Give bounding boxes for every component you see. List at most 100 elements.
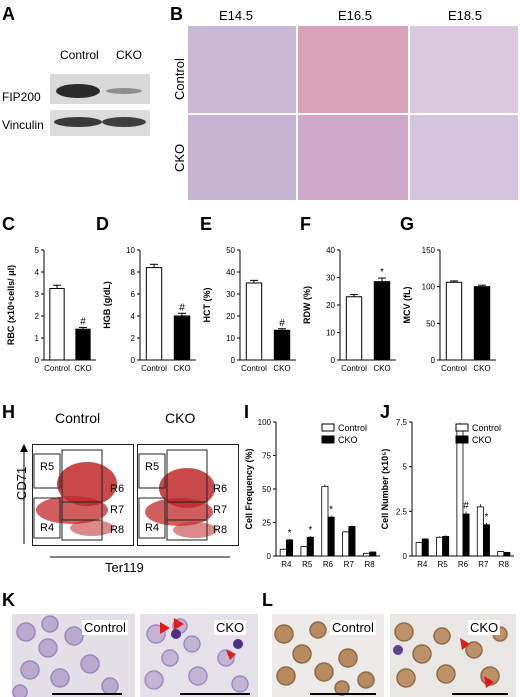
hct-bar-chart: 0 10 20 30 40 50 HCT (%) Control CKO # [202,246,296,373]
y-tick-label: 0 [431,356,436,365]
panel-label-c: C [2,214,15,234]
y-tick-label: 50 [226,246,235,255]
mcv-bar-chart: 0 50 100 150 MCV (fL) Control CKO [402,246,496,373]
significance-mark: # [80,316,86,327]
significance-mark: * [308,525,312,536]
y-tick-label: 7.5 [396,418,408,427]
y-axis-label: RBC (x10⁶cells/ μl) [6,265,16,345]
x-tick-label: Control [141,364,167,373]
panel-label-f: F [300,214,311,234]
flow-plot-cko [137,444,239,546]
blot-col-control: Control [60,48,99,62]
flow-plot-control [32,444,134,546]
flow-title-cko: CKO [165,410,196,426]
western-blot-image [50,74,150,136]
x-tick-label: Control [341,364,367,373]
y-tick-label: 5 [403,463,408,472]
y-tick-label: 10 [226,334,235,343]
legend-label-control: Control [472,423,501,433]
y-tick-label: 0 [131,356,136,365]
legend-swatch-control [321,423,335,432]
flow-xlabel: Ter119 [105,560,144,575]
blot-row-vinculin: Vinculin [2,118,44,132]
bar-control-r8 [362,552,371,557]
x-tick-label: Control [441,364,467,373]
cell-number-chart: 0 2.5 5 7.5 Cell Number (x10⁵) R4 R5 R6 # R7 * R8 Co… [380,418,514,569]
bar-control-r4 [279,548,287,557]
gate-r8-cko: R8 [213,524,228,536]
panel-label-j: J [380,402,391,422]
legend-label-cko: CKO [472,435,492,445]
panel-label-l: L [262,590,273,610]
y-tick-label: 0 [231,356,236,365]
panel-label-a: A [2,4,15,24]
y-tick-label: 0 [267,552,272,561]
y-tick-label: 20 [226,312,235,321]
x-tick-label: R7 [478,560,489,569]
y-tick-label: 40 [326,246,335,255]
bar-cko-r7 [348,526,356,557]
smear-k-control-label: Control [82,620,128,635]
bar-cko-r7 [483,524,490,557]
significance-mark: # [463,500,469,511]
panel-label-d: D [96,214,109,234]
rbc-bar-chart: 0 1 2 3 4 5 RBC (x10⁶cells/ μl) Control CKO # [6,246,96,373]
bar-cko-r4 [421,538,429,557]
blot-row-fip200: FIP200 [2,90,41,104]
legend-label-cko: CKO [338,435,358,445]
histology-control-e16 [298,26,408,113]
y-axis-label: MCV (fL) [402,287,412,324]
bar-cko-r5 [442,535,450,557]
panel-label-g: G [400,214,415,234]
y-tick-label: 3 [35,290,40,299]
panel-label-i: I [244,402,250,422]
blot-col-cko: CKO [116,48,143,62]
bar-cko-r8 [369,551,377,557]
y-tick-label: 50 [262,485,271,494]
bar-control-r7 [342,531,350,557]
significance-mark: * [485,512,489,523]
bar-control [145,267,163,361]
y-tick-label: 0 [331,356,336,365]
bar-cko-r4 [286,539,294,557]
blood-smear-l-cko [390,614,516,697]
timepoint-e16: E16.5 [338,8,372,23]
y-tick-label: 40 [226,268,235,277]
x-tick-label: CKO [173,364,190,373]
gate-r7-control: R7 [110,504,125,516]
y-tick-label: 0 [35,356,40,365]
y-tick-label: 25 [262,519,271,528]
x-tick-label: CKO [273,364,290,373]
x-tick-label: R8 [364,560,375,569]
gate-r4-cko: R4 [145,522,160,534]
y-axis-label: Cell Frequency (%) [244,448,254,529]
bar-control [245,282,263,361]
bar-cko [473,286,491,361]
y-tick-label: 20 [326,301,335,310]
panel-label-k: K [2,590,15,610]
timepoint-e14: E14.5 [219,8,253,23]
bar-cko-r5 [306,536,314,557]
significance-mark: # [179,302,185,313]
y-axis-label: RDW (%) [302,286,312,324]
bar-cko [173,315,191,361]
gate-r6-control: R6 [110,483,125,495]
y-tick-label: 4 [35,268,40,277]
y-tick-label: 150 [422,246,436,255]
x-tick-label: R5 [302,560,313,569]
bar-control-r5 [300,546,308,557]
smear-k-cko-label: CKO [214,620,247,635]
bar-control-r8 [497,551,505,557]
histology-control-e14 [188,26,296,113]
significance-mark: * [288,528,292,539]
y-tick-label: 10 [126,246,135,255]
x-tick-label: R4 [417,560,428,569]
y-tick-label: 100 [258,418,272,427]
x-tick-label: R6 [323,560,334,569]
panel-label-b: B [170,4,183,24]
gate-r8-control: R8 [110,524,125,536]
significance-mark: * [380,267,384,278]
gate-r7-cko: R7 [213,504,228,516]
x-tick-label: R5 [437,560,448,569]
bar-control [49,288,65,361]
